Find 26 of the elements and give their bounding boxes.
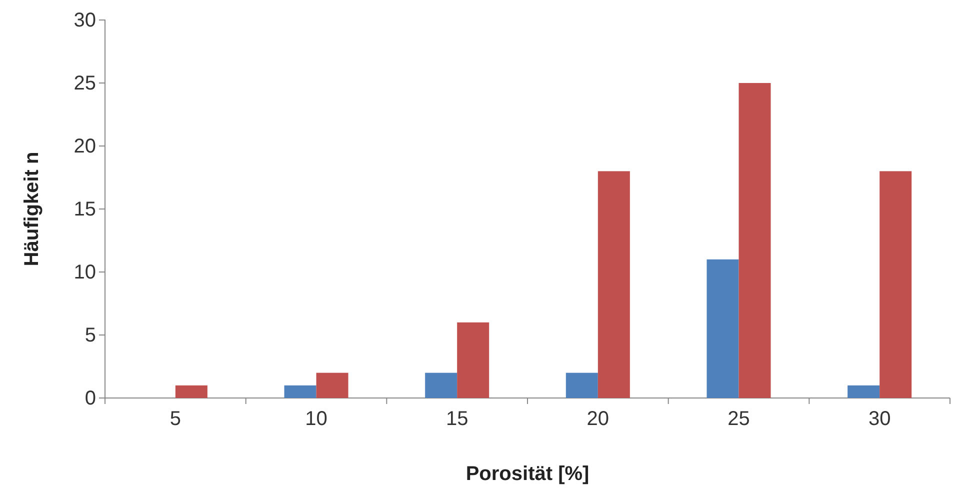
x-tick-label: 25 <box>728 408 750 430</box>
y-tick-label: 0 <box>84 387 96 410</box>
bar <box>598 171 630 398</box>
x-tick-label: 20 <box>586 408 610 430</box>
y-tick-label: 5 <box>84 324 96 346</box>
bar <box>566 372 598 398</box>
y-tick-label: 25 <box>74 72 96 94</box>
y-tick-label: 30 <box>74 9 96 32</box>
x-tick-label: 10 <box>305 408 328 430</box>
bar <box>175 385 208 398</box>
bar <box>425 372 458 398</box>
bar <box>284 385 316 398</box>
x-tick-label: 15 <box>446 408 468 430</box>
x-tick-label: 30 <box>868 408 891 430</box>
y-axis-title: Häufigkeit n <box>21 152 43 266</box>
y-tick-label: 20 <box>74 135 96 158</box>
bar <box>880 171 912 398</box>
x-axis-title: Porosität [%] <box>466 463 590 485</box>
bar <box>848 385 880 398</box>
bar <box>738 83 771 398</box>
y-tick-label: 15 <box>74 198 96 220</box>
bar <box>316 372 348 398</box>
x-tick-label: 5 <box>170 408 181 430</box>
bar <box>457 322 490 398</box>
bar <box>706 259 739 398</box>
y-tick-label: 10 <box>74 261 96 284</box>
